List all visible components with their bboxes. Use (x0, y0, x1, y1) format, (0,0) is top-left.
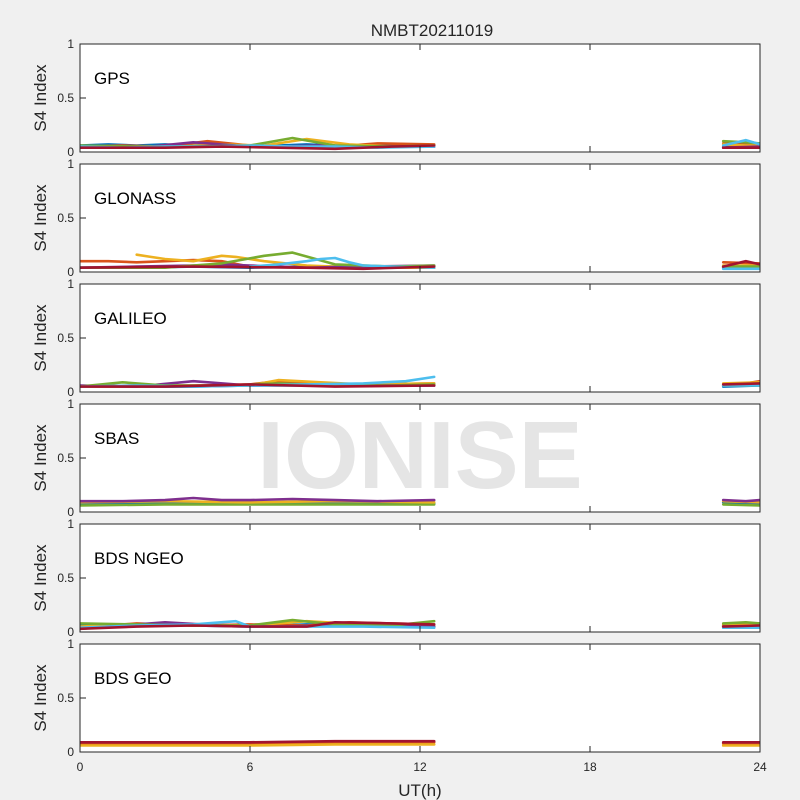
constellation-label: GPS (94, 69, 130, 88)
y-tick-label: 0 (67, 385, 74, 399)
y-tick-label: 1 (67, 157, 74, 171)
panel-gps: 0 0.5 1 S4 Index GPS (31, 37, 761, 159)
panel-sbas: 0 0.5 1 S4 Index SBAS (31, 397, 761, 519)
series-group (80, 136, 760, 151)
watermark-text: IONISE (257, 402, 582, 509)
axes-background (80, 644, 760, 752)
y-axis-label: S4 Index (31, 664, 50, 732)
series-group (80, 375, 760, 388)
series-line-7-a (80, 383, 436, 388)
y-tick-label: 0 (67, 145, 74, 159)
x-tick-label: 18 (583, 760, 597, 774)
y-tick-label: 1 (67, 397, 74, 411)
series-line-7-b (721, 382, 760, 386)
y-axis-label: S4 Index (31, 544, 50, 612)
y-tick-label: 1 (67, 637, 74, 651)
y-tick-label: 0.5 (57, 691, 74, 705)
series-line-4-a (80, 496, 436, 503)
y-tick-label: 0 (67, 265, 74, 279)
constellation-label: BDS NGEO (94, 549, 184, 568)
y-tick-label: 0.5 (57, 211, 74, 225)
series-group (80, 251, 760, 271)
panel-group: 0 0.5 1 S4 Index GPS 0 0.5 1 S4 Index GLONASS 0 0.5… (31, 37, 761, 759)
constellation-label: GLONASS (94, 189, 176, 208)
constellation-label: BDS GEO (94, 669, 171, 688)
chart-title: NMBT20211019 (371, 21, 494, 40)
series-line-5-b (721, 620, 760, 625)
series-line-7-a (80, 144, 436, 151)
axes-background (80, 524, 760, 632)
series-line-7-b (721, 259, 760, 268)
series-line-7-a (80, 620, 436, 631)
axes-background (80, 164, 760, 272)
x-tick-label: 0 (77, 760, 84, 774)
axes-background (80, 284, 760, 392)
x-axis-label: UT(h) (398, 781, 441, 800)
series-group (80, 496, 760, 507)
series-line-4-b (721, 498, 760, 503)
series-line-6-a (248, 256, 436, 270)
y-tick-label: 0.5 (57, 331, 74, 345)
y-axis-label: S4 Index (31, 304, 50, 372)
y-tick-label: 0.5 (57, 91, 74, 105)
panel-glonass: 0 0.5 1 S4 Index GLONASS (31, 157, 761, 279)
series-line-7-a (80, 265, 436, 271)
series-line-2-a (80, 503, 436, 507)
panel-galileo: 0 0.5 1 S4 Index GALILEO (31, 277, 761, 399)
y-tick-label: 1 (67, 517, 74, 531)
y-tick-label: 0.5 (57, 451, 74, 465)
x-tick-label: 12 (413, 760, 427, 774)
series-line-3-a (80, 739, 436, 744)
y-tick-label: 0 (67, 745, 74, 759)
series-line-6-b (721, 138, 760, 147)
y-tick-label: 1 (67, 37, 74, 51)
constellation-label: SBAS (94, 429, 139, 448)
y-tick-label: 1 (67, 277, 74, 291)
panel-bds-ngeo: 0 0.5 1 S4 Index BDS NGEO (31, 517, 761, 639)
panel-bds-geo: 0 0.5 1 S4 Index BDS GEO (31, 637, 761, 759)
series-line-2-b (721, 503, 760, 507)
series-line-7-b (721, 624, 760, 628)
x-tick-labels: 0 6 12 18 24 (77, 760, 767, 774)
series-line-2-a (80, 743, 436, 747)
y-tick-label: 0 (67, 505, 74, 519)
y-tick-label: 0.5 (57, 571, 74, 585)
y-tick-label: 0 (67, 625, 74, 639)
y-axis-label: S4 Index (31, 64, 50, 132)
x-tick-label: 6 (247, 760, 254, 774)
constellation-label: GALILEO (94, 309, 167, 328)
x-tick-label: 24 (753, 760, 767, 774)
axes-background (80, 44, 760, 152)
y-axis-label: S4 Index (31, 424, 50, 492)
series-group (80, 739, 760, 747)
axes-background (80, 404, 760, 512)
y-axis-label: S4 Index (31, 184, 50, 252)
